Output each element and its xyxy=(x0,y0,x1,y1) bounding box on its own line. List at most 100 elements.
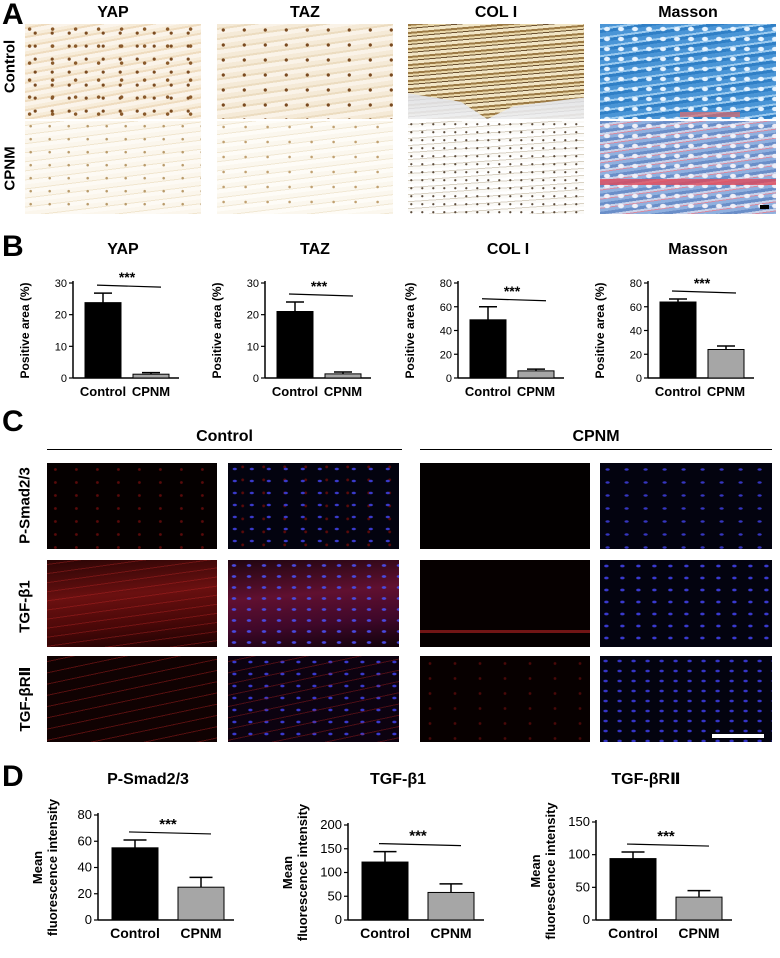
chart-tgfb1: TGF-β1 Meanfluorescence intensity 0 50 100 15… xyxy=(280,771,484,941)
chart-yap: YAP Positive area (%) 0 10 20 30 Control CPNM **… xyxy=(18,241,179,399)
significance-marker: *** xyxy=(504,283,521,299)
x-tick-label: Control xyxy=(655,384,701,399)
bar-control xyxy=(609,858,657,921)
y-tick-label: 10 xyxy=(247,341,259,353)
col-title-taz: TAZ xyxy=(290,4,320,21)
bar-cpnm xyxy=(177,886,225,921)
fluor-tgfbr2-control-red xyxy=(47,656,217,742)
bar-cpnm xyxy=(427,891,475,921)
row-label-tgfbr2: TGF-βRⅡ xyxy=(17,666,34,732)
bar-control xyxy=(111,847,159,921)
chart-title: P-Smad2/3 xyxy=(107,771,189,788)
x-tick-label: CPNM xyxy=(678,925,719,941)
y-tick-label: 20 xyxy=(78,886,92,901)
y-tick-label: 40 xyxy=(630,326,642,338)
micrograph-taz-cpnm xyxy=(217,121,393,214)
x-tick-label: CPNM xyxy=(707,384,745,399)
bar-cpnm xyxy=(707,349,745,379)
x-tick-label: Control xyxy=(80,384,126,399)
bar-control xyxy=(469,319,507,379)
fluor-psmad-control-red xyxy=(47,463,217,549)
y-tick-label: 40 xyxy=(78,860,92,875)
y-tick-label: 100 xyxy=(568,847,590,862)
significance-line xyxy=(128,831,212,835)
x-tick-label: Control xyxy=(272,384,318,399)
y-tick-label: 20 xyxy=(55,310,67,322)
bar-cpnm xyxy=(675,896,723,921)
chart-title: Masson xyxy=(668,241,728,258)
chart-masson: Masson Positive area (%) 0 20 40 60 80 Control C… xyxy=(593,241,754,399)
micrograph-masson-control xyxy=(600,24,776,119)
y-tick-label: 20 xyxy=(630,349,642,361)
significance-line xyxy=(481,298,547,302)
x-tick-label: Control xyxy=(608,925,658,941)
chart-title: TGF-β1 xyxy=(370,771,426,788)
y-tick-label: 30 xyxy=(247,278,259,290)
significance-marker: *** xyxy=(694,275,711,291)
bar-control xyxy=(84,302,122,379)
row-label-control: Control xyxy=(1,39,19,94)
fluor-tgfb1-control-red xyxy=(47,560,217,647)
group-title-cpnm: CPNM xyxy=(572,428,620,445)
significance-marker: *** xyxy=(159,816,177,833)
micrograph-col1-control xyxy=(408,24,584,119)
fluor-tgfb1-cpnm-merge xyxy=(600,560,772,647)
y-tick-label: 0 xyxy=(61,373,67,385)
x-tick-label: CPNM xyxy=(132,384,170,399)
x-tick-label: CPNM xyxy=(517,384,555,399)
y-tick-label: 0 xyxy=(253,373,259,385)
y-axis-label: Positive area (%) xyxy=(210,282,224,378)
chart-tgfbr2: TGF-βRⅡ Meanfluorescence intensity 0 50 100 1… xyxy=(528,771,732,941)
micrograph-taz-control xyxy=(217,24,393,119)
y-axis-label: Meanfluorescence intensity xyxy=(280,803,310,941)
significance-line xyxy=(378,843,462,847)
chart-col1: COL I Positive area (%) 0 20 40 60 80 Control CP… xyxy=(403,241,564,399)
y-tick-label: 150 xyxy=(568,814,590,829)
fluor-tgfbr2-cpnm-merge xyxy=(600,656,772,742)
y-tick-label: 60 xyxy=(78,833,92,848)
col-title-yap: YAP xyxy=(97,4,129,21)
significance-marker: *** xyxy=(311,278,328,294)
panel-label-c: C xyxy=(2,405,24,438)
y-tick-label: 20 xyxy=(247,310,259,322)
x-tick-label: Control xyxy=(360,925,410,941)
micrograph-yap-cpnm xyxy=(25,121,201,214)
scale-bar xyxy=(760,205,769,209)
significance-marker: *** xyxy=(657,828,675,845)
fluor-tgfbr2-cpnm-red xyxy=(420,656,590,742)
micrograph-masson-cpnm xyxy=(600,121,776,214)
y-tick-label: 80 xyxy=(630,278,642,290)
fluor-tgfb1-cpnm-red xyxy=(420,560,590,647)
chart-title: COL I xyxy=(487,241,529,258)
row-label-psmad: P-Smad2/3 xyxy=(16,467,34,544)
bar-cpnm xyxy=(517,370,555,379)
y-tick-label: 80 xyxy=(78,807,92,822)
group-divider-control xyxy=(47,449,402,450)
fluor-psmad-cpnm-red xyxy=(420,463,590,549)
y-tick-label: 0 xyxy=(446,373,452,385)
y-axis-label: Positive area (%) xyxy=(18,282,32,378)
y-tick-label: 100 xyxy=(320,865,342,880)
y-tick-label: 0 xyxy=(335,912,342,927)
chart-title: TGF-βRⅡ xyxy=(611,771,680,788)
panel-label-b: B xyxy=(2,230,24,263)
row-label-tgfb1: TGF-β1 xyxy=(16,580,34,633)
y-axis-label: Meanfluorescence intensity xyxy=(528,802,558,940)
fluor-tgfbr2-control-merge xyxy=(228,656,399,742)
y-tick-label: 150 xyxy=(320,841,342,856)
x-tick-label: CPNM xyxy=(430,925,471,941)
x-tick-label: Control xyxy=(465,384,511,399)
y-axis-label: Positive area (%) xyxy=(403,282,417,378)
y-tick-label: 20 xyxy=(440,349,452,361)
bar-cpnm xyxy=(324,373,362,379)
col-title-masson: Masson xyxy=(658,4,718,21)
significance-marker: *** xyxy=(409,828,427,845)
significance-line xyxy=(288,293,354,297)
chart-psmad: P-Smad2/3 Meanfluorescence intensity 0 20 40… xyxy=(30,771,234,941)
y-axis-label: Positive area (%) xyxy=(593,282,607,378)
x-tick-label: CPNM xyxy=(324,384,362,399)
significance-line xyxy=(671,290,737,294)
y-tick-label: 200 xyxy=(320,817,342,832)
y-tick-label: 60 xyxy=(630,302,642,314)
x-tick-label: Control xyxy=(110,925,160,941)
